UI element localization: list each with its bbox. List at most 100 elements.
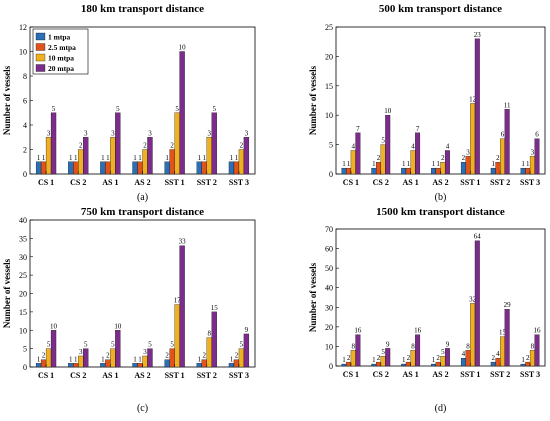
y-tick-label: 0 [23,170,27,179]
data-label: 8 [411,342,415,350]
bar [238,149,245,175]
data-label: 3 [208,129,212,137]
panel-label: (c) [137,403,148,414]
data-label: 2 [240,142,244,150]
data-label: 1 [106,154,110,162]
data-label: 6 [501,131,505,139]
data-label: 4 [411,142,415,150]
bar [415,334,421,367]
data-label: 16 [414,327,422,335]
bar [211,112,217,175]
data-label: 4 [351,142,355,150]
plot-frame [335,26,546,175]
bar [105,161,111,175]
bar [405,361,411,367]
panel-label: (a) [137,192,148,203]
bar [500,336,505,367]
bar [525,167,531,175]
bar [415,132,421,175]
data-label: 1 [347,160,351,168]
data-label: 2 [203,352,207,360]
data-label: 1 [432,356,436,364]
y-tick-label: 10 [325,111,333,120]
data-label: 10 [114,322,122,330]
bar [520,167,526,175]
data-label: 1 [42,154,46,162]
data-label: 1 [74,355,78,363]
data-label: 5 [240,341,244,349]
data-label: 2 [143,142,147,150]
bar [233,359,240,368]
legend-entry: 2.5 mtpa [48,43,76,52]
bar [435,361,441,367]
bar [45,348,52,368]
x-tick-label: SST 3 [229,371,249,380]
bar [50,112,57,175]
data-label: 1 [235,154,239,162]
panel-label: (b) [435,192,447,203]
bar [380,144,386,175]
panel-b: 500 km transport distance Number of vesse… [308,3,546,203]
bar [179,51,185,175]
y-tick-label: 10 [19,48,27,57]
bar [504,109,510,175]
panel-label: (d) [435,403,447,414]
bar [174,112,180,175]
data-label: 4 [462,350,466,358]
bar [196,363,202,368]
x-tick-label: SST 3 [520,370,540,379]
data-label: 1 [198,355,202,363]
bar [474,240,480,367]
bar [435,167,441,175]
x-tick-label: CS 2 [373,178,389,187]
data-label: 9 [446,340,450,348]
bar [401,167,407,175]
x-tick-label: CS 2 [373,370,389,379]
bar [520,363,526,367]
data-label: 3 [148,129,152,137]
bar [465,156,471,175]
bar [142,149,148,175]
y-tick-label: 0 [23,363,27,372]
data-label: 5 [148,341,152,349]
y-tick-label: 35 [19,234,27,243]
data-label: 8 [531,342,535,350]
data-label: 1 [230,355,234,363]
data-label: 2 [377,154,381,162]
data-label: 1 [198,154,202,162]
y-tick-label: 40 [325,284,333,293]
x-tick-label: SST 1 [165,371,185,380]
bar [504,309,510,367]
bar [174,304,180,368]
y-tick-label: 30 [19,253,27,262]
bar [431,363,437,367]
data-label: 1 [37,154,41,162]
x-tick-label: SST 2 [490,370,510,379]
bar [243,137,250,175]
data-label: 1 [138,154,142,162]
bar [164,161,170,175]
y-tick-label: 70 [325,225,333,234]
bar [201,359,207,368]
bar [500,138,505,175]
bar [346,361,352,367]
data-label: 1 [138,355,142,363]
data-label: 1 [492,160,496,168]
bar [132,161,138,175]
x-tick-label: SST 3 [520,178,540,187]
bar [83,137,89,175]
y-tick-label: 60 [325,245,333,254]
data-label: 5 [111,341,115,349]
data-label: 5 [52,105,56,113]
bar [105,359,111,368]
data-label: 2 [42,352,46,360]
bar [110,348,116,368]
y-tick-label: 0 [329,170,333,179]
bar [238,348,245,368]
bar [371,167,377,175]
data-label: 23 [474,31,482,39]
bar [68,161,74,175]
data-label: 2 [106,352,110,360]
data-label: 9 [245,326,249,334]
